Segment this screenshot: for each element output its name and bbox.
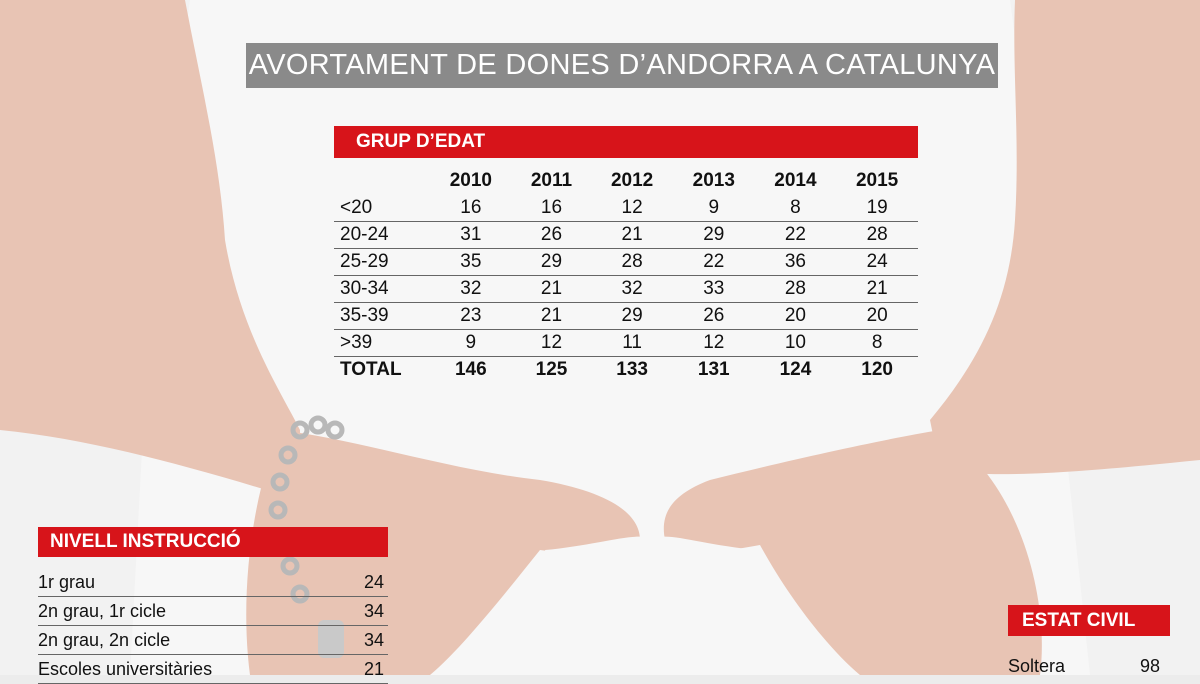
- table-cell: 21: [511, 302, 592, 330]
- table-cell: 32: [430, 275, 512, 303]
- table-row: Escoles universitàries 21: [38, 654, 388, 684]
- table-cell: 12: [511, 329, 592, 357]
- total-cell: 133: [616, 359, 648, 380]
- age-table-header-row: 2010 2011 2012 2013 2014 2015: [334, 167, 918, 195]
- row-label: 1r grau: [38, 568, 346, 597]
- table-cell: 10: [754, 329, 837, 357]
- row-value: 24: [345, 568, 388, 597]
- table-cell: 22: [754, 221, 837, 249]
- table-cell: 20: [754, 302, 837, 330]
- age-label: 20-24: [334, 221, 430, 249]
- year-header: 2013: [692, 170, 735, 191]
- row-value: 98: [1139, 655, 1160, 676]
- year-header: 2011: [530, 170, 573, 191]
- table-row: 35-39 23 21 29 26 20 20: [334, 302, 918, 330]
- table-cell: 26: [672, 302, 755, 330]
- total-cell: 125: [535, 359, 568, 380]
- table-row: 30-34 32 21 32 33 28 21: [334, 275, 918, 303]
- instruction-level-header: NIVELL INSTRUCCIÓ: [38, 527, 388, 557]
- table-cell: 20: [836, 302, 918, 330]
- total-cell: 146: [454, 359, 487, 380]
- civil-status-table: Soltera 98: [1008, 652, 1160, 680]
- table-cell: 11: [591, 329, 673, 357]
- table-cell: 9: [430, 329, 512, 357]
- year-header: 2015: [855, 170, 899, 191]
- total-label: TOTAL: [340, 359, 402, 380]
- table-cell: 32: [591, 275, 673, 303]
- table-row: 20-24 31 26 21 29 22 28: [334, 221, 918, 249]
- table-cell: 23: [430, 302, 512, 330]
- table-cell: 35: [430, 248, 512, 276]
- table-cell: 26: [511, 221, 592, 249]
- civil-status-header: ESTAT CIVIL: [1008, 605, 1170, 636]
- table-row: 25-29 35 29 28 22 36 24: [334, 248, 918, 276]
- right-arm: [930, 0, 1200, 475]
- table-row: 2n grau, 1r cicle 34: [38, 596, 388, 626]
- table-cell: 36: [754, 248, 837, 276]
- table-cell: 12: [591, 195, 673, 222]
- age-table-corner: [334, 167, 430, 195]
- table-row: 2n grau, 2n cicle 34: [38, 625, 388, 655]
- table-cell: 24: [836, 248, 918, 276]
- table-cell: 28: [754, 275, 837, 303]
- table-cell: 29: [672, 221, 755, 249]
- age-group-header: GRUP D’EDAT: [334, 126, 918, 158]
- table-cell: 29: [591, 302, 673, 330]
- table-cell: 31: [430, 221, 512, 249]
- age-label: 25-29: [334, 248, 430, 276]
- row-value: 34: [345, 625, 388, 655]
- year-header: 2014: [774, 170, 817, 191]
- year-header: 2010: [449, 170, 492, 191]
- left-arm: [0, 0, 300, 500]
- table-row: >39 9 12 11 12 10 8: [334, 329, 918, 357]
- table-row: 1r grau 24: [38, 568, 388, 597]
- age-label: >39: [334, 329, 430, 357]
- table-cell: 21: [836, 275, 918, 303]
- total-cell: 124: [779, 359, 812, 380]
- table-cell: 28: [836, 221, 918, 249]
- total-row: TOTAL 146 125 133 131 124 120: [334, 357, 918, 384]
- year-header: 2012: [610, 170, 654, 191]
- age-label: 30-34: [334, 275, 430, 303]
- table-cell: 33: [672, 275, 755, 303]
- age-group-table: 2010 2011 2012 2013 2014 2015 <20 16 16 …: [334, 167, 918, 383]
- instruction-level-table: 1r grau 24 2n grau, 1r cicle 34 2n grau,…: [38, 568, 388, 684]
- table-cell: 28: [591, 248, 673, 276]
- table-cell: 12: [672, 329, 755, 357]
- row-label: 2n grau, 1r cicle: [38, 596, 346, 626]
- table-cell: 16: [430, 195, 512, 222]
- table-cell: 21: [591, 221, 673, 249]
- row-label: Soltera: [1008, 655, 1066, 676]
- table-cell: 29: [511, 248, 592, 276]
- page-title: AVORTAMENT DE DONES D’ANDORRA A CATALUNY…: [246, 43, 998, 88]
- row-value: 34: [345, 596, 388, 626]
- row-value: 21: [345, 654, 388, 684]
- table-cell: 19: [836, 195, 918, 222]
- table-row: <20 16 16 12 9 8 19: [334, 195, 918, 222]
- table-cell: 9: [672, 195, 755, 222]
- table-row: Soltera 98: [1008, 652, 1160, 680]
- row-label: 2n grau, 2n cicle: [38, 625, 346, 655]
- table-cell: 8: [754, 195, 837, 222]
- table-cell: 22: [672, 248, 755, 276]
- table-cell: 8: [836, 329, 918, 357]
- row-label: Escoles universitàries: [38, 654, 346, 684]
- table-cell: 16: [511, 195, 592, 222]
- age-label: 35-39: [334, 302, 430, 330]
- total-cell: 131: [697, 359, 730, 380]
- total-cell: 120: [861, 359, 893, 380]
- heart-shape: [545, 536, 758, 675]
- age-label: <20: [334, 195, 430, 222]
- table-cell: 21: [511, 275, 592, 303]
- right-hand: [663, 430, 1042, 675]
